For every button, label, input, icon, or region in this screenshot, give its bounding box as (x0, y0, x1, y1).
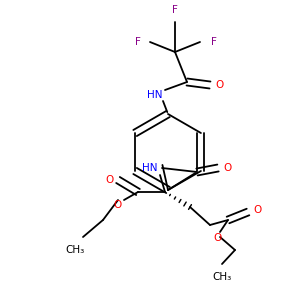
Text: F: F (172, 5, 178, 15)
Text: HN: HN (147, 90, 163, 100)
Text: O: O (224, 163, 232, 173)
Text: F: F (135, 37, 141, 47)
Text: O: O (114, 200, 122, 210)
Text: O: O (214, 233, 222, 243)
Text: O: O (254, 205, 262, 215)
Text: O: O (216, 80, 224, 90)
Text: CH₃: CH₃ (212, 272, 232, 282)
Text: O: O (106, 175, 114, 185)
Text: HN: HN (142, 163, 158, 173)
Text: F: F (211, 37, 217, 47)
Text: CH₃: CH₃ (65, 245, 85, 255)
